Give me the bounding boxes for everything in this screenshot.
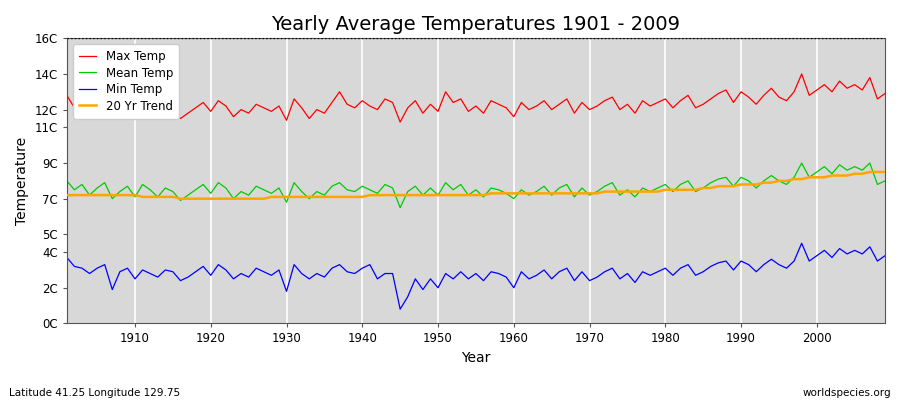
Legend: Max Temp, Mean Temp, Min Temp, 20 Yr Trend: Max Temp, Mean Temp, Min Temp, 20 Yr Tre… bbox=[73, 44, 179, 119]
20 Yr Trend bbox=[122, 193, 133, 198]
Line: Max Temp: Max Temp bbox=[67, 74, 885, 122]
20 Yr Trend bbox=[342, 194, 353, 199]
20 Yr Trend bbox=[508, 191, 519, 196]
Title: Yearly Average Temperatures 1901 - 2009: Yearly Average Temperatures 1901 - 2009 bbox=[272, 15, 680, 34]
Min Temp bbox=[516, 269, 526, 274]
20 Yr Trend bbox=[176, 196, 186, 201]
Max Temp bbox=[796, 72, 807, 76]
Min Temp bbox=[122, 266, 133, 270]
X-axis label: Year: Year bbox=[461, 351, 491, 365]
Min Temp bbox=[289, 262, 300, 267]
Mean Temp bbox=[516, 187, 526, 192]
Min Temp bbox=[334, 262, 345, 267]
Max Temp bbox=[61, 93, 72, 98]
Mean Temp bbox=[289, 180, 300, 185]
Max Temp bbox=[289, 96, 300, 101]
Min Temp bbox=[796, 241, 807, 246]
Min Temp bbox=[879, 253, 890, 258]
Mean Temp bbox=[796, 161, 807, 166]
Y-axis label: Temperature: Temperature bbox=[15, 137, 29, 225]
Mean Temp bbox=[607, 180, 617, 185]
Max Temp bbox=[508, 114, 519, 119]
Mean Temp bbox=[61, 178, 72, 183]
Min Temp bbox=[508, 285, 519, 290]
20 Yr Trend bbox=[607, 189, 617, 194]
Mean Temp bbox=[508, 196, 519, 201]
Mean Temp bbox=[122, 184, 133, 189]
Max Temp bbox=[395, 120, 406, 124]
Mean Temp bbox=[879, 178, 890, 183]
Line: Min Temp: Min Temp bbox=[67, 243, 885, 309]
Min Temp bbox=[395, 307, 406, 312]
20 Yr Trend bbox=[864, 170, 875, 174]
Mean Temp bbox=[395, 205, 406, 210]
Min Temp bbox=[607, 266, 617, 270]
Mean Temp bbox=[334, 180, 345, 185]
Max Temp bbox=[607, 95, 617, 100]
Max Temp bbox=[516, 100, 526, 105]
Line: Mean Temp: Mean Temp bbox=[67, 163, 885, 208]
Max Temp bbox=[879, 91, 890, 96]
Min Temp bbox=[61, 255, 72, 260]
20 Yr Trend bbox=[61, 193, 72, 198]
Max Temp bbox=[334, 89, 345, 94]
Text: worldspecies.org: worldspecies.org bbox=[803, 388, 891, 398]
20 Yr Trend bbox=[296, 194, 307, 199]
Text: Latitude 41.25 Longitude 129.75: Latitude 41.25 Longitude 129.75 bbox=[9, 388, 180, 398]
20 Yr Trend bbox=[516, 191, 526, 196]
Line: 20 Yr Trend: 20 Yr Trend bbox=[67, 172, 885, 199]
20 Yr Trend bbox=[879, 170, 890, 174]
Max Temp bbox=[122, 104, 133, 108]
